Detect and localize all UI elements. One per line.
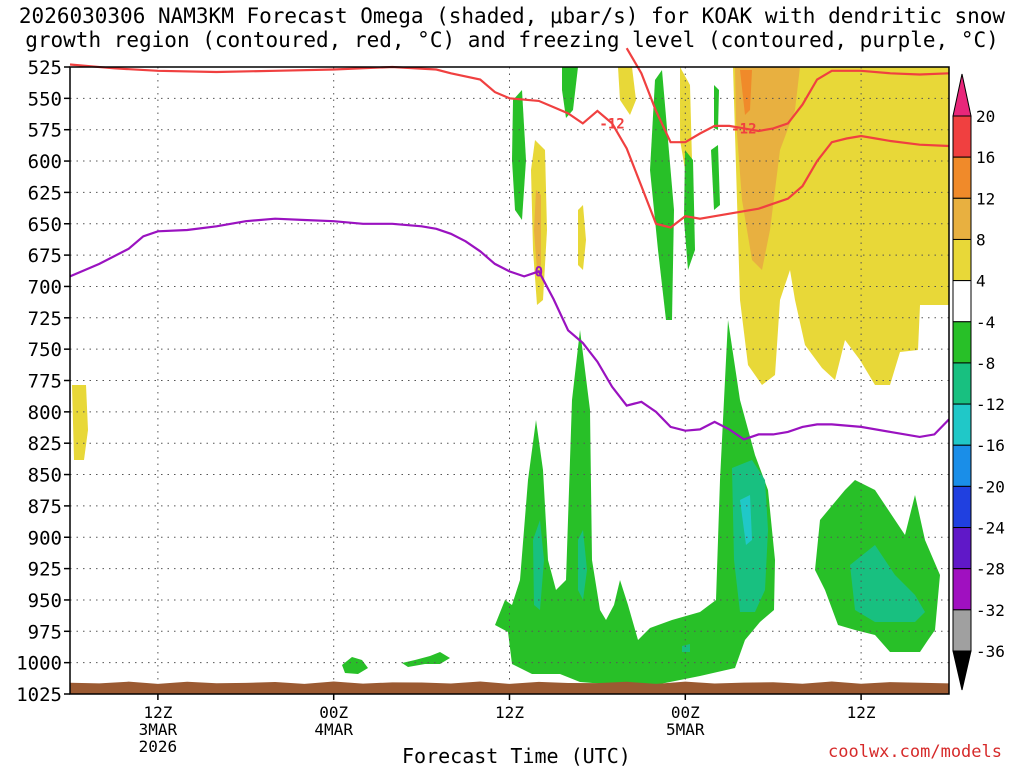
colorbar-label: 12 <box>976 189 995 208</box>
colorbar-label: 20 <box>976 107 995 126</box>
y-tick-label: 675 <box>28 245 62 267</box>
omega-sink-region <box>533 520 544 610</box>
y-tick-label: 950 <box>28 590 62 612</box>
colorbar-swatch <box>952 321 972 364</box>
omega-sink-region <box>342 657 368 674</box>
omega-rise-region <box>72 385 88 460</box>
contour-label: -12 <box>599 116 624 132</box>
omega-sink-region <box>402 652 450 667</box>
omega-rise-region <box>680 67 692 175</box>
y-tick-label: 900 <box>28 527 62 549</box>
y-tick-label: 825 <box>28 433 62 455</box>
ground-surface <box>70 681 949 694</box>
colorbar-bottom-arrow <box>952 650 972 691</box>
colorbar-swatch <box>952 362 972 405</box>
x-tick-label: 00Z <box>671 703 700 722</box>
contour-line <box>625 47 950 144</box>
colorbar-label: -32 <box>976 601 1005 620</box>
contour-line <box>69 217 950 441</box>
omega-sink-region <box>650 70 674 320</box>
x-tick-label: 5MAR <box>666 720 705 739</box>
omega-sink-region <box>578 530 587 600</box>
y-tick-label: 625 <box>28 182 62 204</box>
colorbar-label: -28 <box>976 560 1005 579</box>
chart-title: 2026030306 NAM3KM Forecast Omega (shaded… <box>18 4 1006 52</box>
x-tick-label: 4MAR <box>314 720 353 739</box>
contour-label: 0 <box>535 264 543 280</box>
omega-sink-region <box>684 150 695 270</box>
y-tick-label: 725 <box>28 308 62 330</box>
colorbar-swatch <box>952 444 972 487</box>
omega-rise-region <box>534 190 541 270</box>
x-tick-label: 12Z <box>847 703 876 722</box>
y-tick-label: 550 <box>28 88 62 110</box>
colorbar-swatch <box>952 609 972 652</box>
x-tick-label: 3MAR <box>139 720 178 739</box>
omega-rise-region <box>740 70 752 115</box>
colorbar-swatch <box>952 115 972 158</box>
omega-rise-region <box>618 67 636 115</box>
y-tick-label: 650 <box>28 214 62 236</box>
colorbar-swatch <box>952 238 972 282</box>
y-tick-label: 700 <box>28 276 62 298</box>
colorbar-label: 8 <box>976 230 986 249</box>
y-tick-label: 800 <box>28 402 62 424</box>
colorbar-top-arrow <box>952 73 972 117</box>
y-tick-label: 775 <box>28 371 62 393</box>
credit-text: coolwx.com/models <box>828 742 1002 762</box>
x-tick-label: 12Z <box>495 703 524 722</box>
colorbar-label: -12 <box>976 395 1005 414</box>
colorbar-label: 16 <box>976 148 995 167</box>
colorbar-swatch <box>952 197 972 240</box>
omega-sink-region <box>850 545 925 622</box>
omega-rise-region <box>733 67 949 385</box>
y-tick-label: 925 <box>28 559 62 581</box>
y-tick-label: 750 <box>28 339 62 361</box>
y-tick-label: 600 <box>28 151 62 173</box>
omega-sink-region <box>711 145 720 210</box>
omega-sink-region <box>682 644 690 652</box>
y-axis: 525 550 575 600 625 650 675 700 725 750 775 800 825 8… <box>16 57 70 706</box>
omega-sink-region <box>740 495 752 545</box>
y-tick-label: 875 <box>28 496 62 518</box>
omega-sink-region <box>495 320 775 686</box>
x-tick-label: 12Z <box>143 703 172 722</box>
omega-shading <box>72 67 949 686</box>
x-tick-label: 00Z <box>319 703 348 722</box>
colorbar-label: -16 <box>976 436 1005 455</box>
colorbar-label: -4 <box>976 313 995 332</box>
omega-sink-region <box>512 90 526 220</box>
colorbar-swatch <box>952 280 972 323</box>
colorbar-label: -20 <box>976 477 1005 496</box>
colorbar-swatch <box>952 527 972 570</box>
y-tick-label: 575 <box>28 120 62 142</box>
colorbar-swatch <box>952 403 972 446</box>
omega-rise-region <box>735 67 800 270</box>
colorbar-label: -24 <box>976 519 1005 538</box>
omega-rise-region <box>578 205 586 270</box>
y-tick-label: 850 <box>28 465 62 487</box>
ground-fill <box>70 681 949 694</box>
x-axis-label: Forecast Time (UTC) <box>402 744 631 768</box>
y-tick-label: 1000 <box>16 653 62 675</box>
colorbar-label: -36 <box>976 642 1005 661</box>
x-tick-label: 2026 <box>139 737 178 756</box>
colorbar-swatch <box>952 568 972 611</box>
omega-sink-region <box>562 67 578 118</box>
grid-lines <box>70 67 949 694</box>
y-tick-label: 1025 <box>16 684 62 706</box>
colorbar-label: -8 <box>976 354 995 373</box>
colorbar-swatch <box>952 485 972 529</box>
contour-label: -12 <box>731 121 756 137</box>
colorbar-swatch <box>952 156 972 199</box>
colorbar: 20 16 12 8 4 -4 -8 -12 -16 -20 -24 -28 -32 -36 <box>952 73 1005 691</box>
y-tick-label: 525 <box>28 57 62 79</box>
colorbar-label: 4 <box>976 272 986 291</box>
y-tick-label: 975 <box>28 621 62 643</box>
contour-line <box>69 63 950 229</box>
contours: 0 -12 -12 <box>69 47 950 441</box>
omega-sink-region <box>714 85 719 130</box>
